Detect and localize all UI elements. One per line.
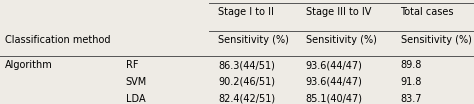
- Text: Total cases: Total cases: [401, 7, 454, 17]
- Text: 93.6(44/47): 93.6(44/47): [306, 60, 363, 70]
- Text: Classification method: Classification method: [5, 35, 110, 45]
- Text: 90.2(46/51): 90.2(46/51): [218, 77, 275, 87]
- Text: 83.7: 83.7: [401, 94, 422, 104]
- Text: SVM: SVM: [126, 77, 147, 87]
- Text: Stage I to II: Stage I to II: [218, 7, 274, 17]
- Text: Algorithm: Algorithm: [5, 60, 53, 70]
- Text: RF: RF: [126, 60, 138, 70]
- Text: 86.3(44/51): 86.3(44/51): [218, 60, 275, 70]
- Text: Stage III to IV: Stage III to IV: [306, 7, 371, 17]
- Text: 89.8: 89.8: [401, 60, 422, 70]
- Text: LDA: LDA: [126, 94, 145, 104]
- Text: Sensitivity (%): Sensitivity (%): [306, 35, 377, 45]
- Text: Sensitivity (%): Sensitivity (%): [401, 35, 472, 45]
- Text: 93.6(44/47): 93.6(44/47): [306, 77, 363, 87]
- Text: 91.8: 91.8: [401, 77, 422, 87]
- Text: Sensitivity (%): Sensitivity (%): [218, 35, 289, 45]
- Text: 85.1(40/47): 85.1(40/47): [306, 94, 363, 104]
- Text: 82.4(42/51): 82.4(42/51): [218, 94, 275, 104]
